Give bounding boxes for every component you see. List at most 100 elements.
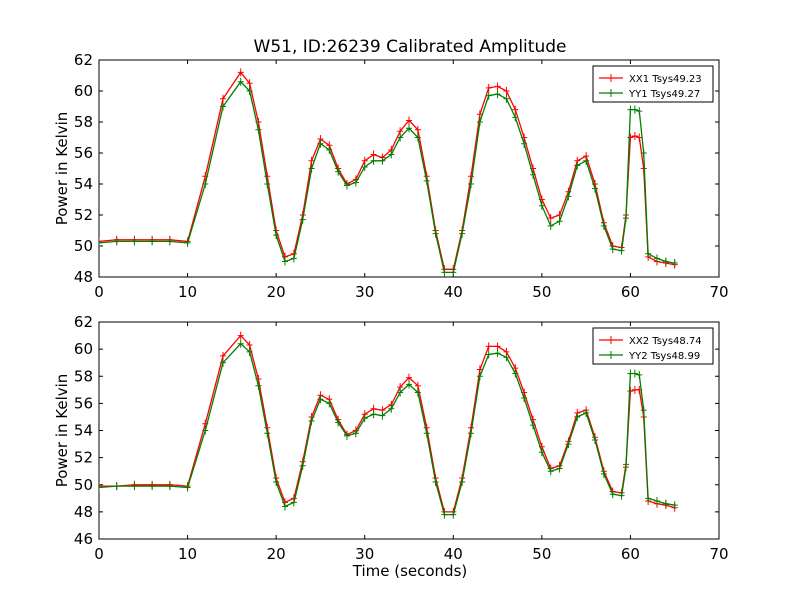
data-point	[335, 167, 342, 176]
data-point	[255, 125, 262, 134]
data-point	[414, 388, 421, 397]
legend-label: YY2 Tsys48.99	[628, 351, 700, 362]
data-point	[521, 393, 528, 402]
data-point	[273, 478, 280, 487]
data-point	[503, 353, 510, 362]
data-point	[512, 113, 519, 122]
data-point	[308, 417, 315, 426]
data-point	[512, 369, 519, 378]
data-point	[131, 237, 138, 246]
data-point	[654, 497, 660, 506]
x-tick-label: 30	[355, 283, 374, 301]
y-tick-label: 58	[74, 113, 93, 131]
data-point	[220, 102, 226, 111]
data-point	[432, 478, 439, 487]
data-point	[521, 139, 528, 148]
y-tick-label: 46	[74, 530, 93, 548]
y-axis-label: Power in Kelvin	[53, 374, 71, 488]
data-point	[246, 87, 253, 95]
data-point	[326, 399, 333, 408]
data-point	[538, 448, 545, 457]
x-tick-label: 30	[355, 545, 374, 563]
data-point	[149, 482, 156, 491]
y-tick-label: 54	[74, 422, 93, 440]
legend-label: XX1 Tsys49.23	[629, 74, 702, 85]
x-tick-label: 10	[178, 283, 197, 301]
y-axis-label: Power in Kelvin	[53, 112, 71, 226]
data-point	[441, 268, 448, 277]
x-tick-label: 70	[709, 545, 728, 563]
data-point	[476, 365, 483, 374]
data-point	[406, 373, 412, 382]
data-point	[220, 358, 226, 367]
data-point	[623, 214, 629, 223]
y-tick-label: 52	[74, 449, 93, 467]
figure-title: W51, ID:26239 Calibrated Amplitude	[254, 37, 567, 57]
legend-marker	[608, 74, 614, 82]
data-point	[574, 412, 581, 421]
y-tick-label: 62	[74, 313, 93, 331]
data-point	[414, 381, 421, 390]
data-point	[623, 463, 629, 472]
data-point	[671, 501, 678, 510]
legend-marker	[608, 351, 614, 359]
data-point	[113, 482, 120, 491]
data-point	[645, 249, 652, 258]
data-point	[547, 214, 554, 223]
data-point	[468, 172, 474, 181]
data-point	[264, 172, 271, 181]
data-point	[184, 238, 191, 247]
data-point	[406, 124, 412, 133]
data-point	[503, 87, 510, 95]
data-point	[671, 259, 678, 268]
data-point	[166, 237, 173, 246]
data-point	[299, 215, 306, 224]
data-point	[468, 429, 474, 438]
y-tick-label: 48	[74, 268, 93, 286]
data-point	[388, 150, 395, 159]
data-point	[450, 510, 457, 519]
series-group	[99, 68, 678, 277]
data-point	[485, 350, 492, 359]
x-tick-label: 60	[621, 545, 640, 563]
x-tick-label: 40	[444, 545, 463, 563]
x-tick-label: 0	[94, 545, 104, 563]
legend-label: YY1 Tsys49.27	[628, 89, 700, 100]
data-point	[609, 245, 616, 254]
data-point	[246, 341, 253, 350]
data-point	[565, 440, 572, 449]
data-point	[636, 107, 643, 116]
data-point	[423, 176, 430, 185]
y-tick-label: 58	[74, 367, 93, 385]
y-tick-label: 54	[74, 175, 93, 193]
data-point	[379, 411, 386, 420]
data-point	[246, 347, 253, 356]
data-point	[290, 254, 297, 263]
data-point	[574, 161, 581, 170]
data-point	[530, 421, 536, 430]
data-point	[99, 482, 102, 491]
data-point	[494, 82, 501, 91]
data-point	[556, 217, 563, 226]
data-point	[494, 342, 501, 351]
data-point	[609, 490, 616, 499]
data-point	[468, 180, 474, 188]
legend-marker	[608, 336, 614, 344]
data-point	[370, 156, 377, 165]
y-tick-label: 48	[74, 503, 93, 521]
x-tick-label: 0	[94, 283, 104, 301]
data-point	[547, 221, 554, 230]
data-point	[406, 380, 412, 389]
data-point	[503, 94, 510, 103]
data-point	[290, 498, 297, 507]
data-point	[220, 351, 226, 360]
data-point	[627, 387, 634, 396]
data-point	[662, 499, 669, 508]
data-point	[264, 180, 271, 188]
data-point	[317, 395, 324, 404]
y-tick-label: 50	[74, 237, 93, 255]
data-point	[184, 483, 191, 492]
x-tick-label: 50	[532, 283, 551, 301]
data-point	[662, 257, 669, 266]
data-point	[494, 349, 501, 358]
